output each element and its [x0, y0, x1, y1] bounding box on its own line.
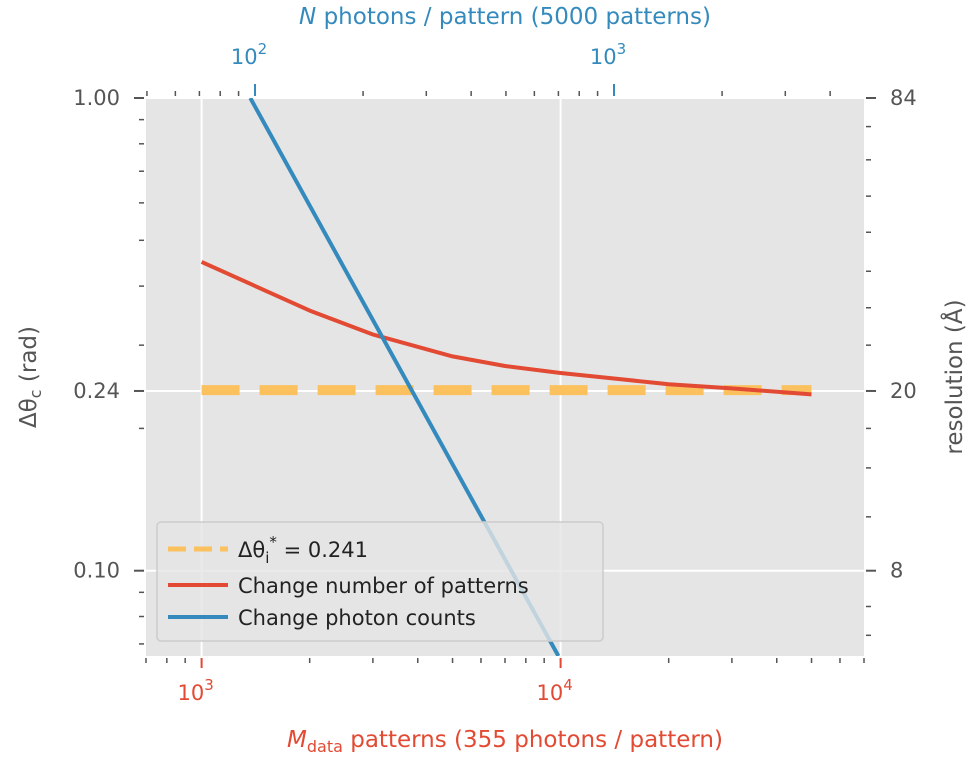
legend-label-threshold: Δθi* = 0.241 [238, 533, 368, 567]
right-tick-labels: 84 20 8 [866, 86, 917, 583]
right-axis-label: resolution (Å) [940, 299, 968, 454]
right-tick-label-0: 84 [890, 86, 917, 110]
series-change-patterns-line [200, 260, 812, 397]
top-tick-label-1: 103 [590, 40, 626, 69]
right-tick-label-1: 20 [890, 379, 917, 403]
top-tick-label-0: 102 [231, 40, 267, 69]
left-tick-label-0: 1.00 [73, 86, 120, 110]
left-tick-label-2: 0.10 [73, 559, 120, 583]
legend-label-patterns: Change number of patterns [238, 574, 529, 598]
legend-box [156, 521, 604, 642]
left-axis-label: Δθc (rad) [16, 326, 45, 428]
legend: Δθi* = 0.241 Change number of patterns C… [156, 521, 604, 642]
left-tick-label-1: 0.24 [73, 379, 120, 403]
top-tick-labels: 102 103 [231, 40, 626, 96]
right-tick-label-2: 8 [890, 559, 903, 583]
bottom-tick-label-0: 103 [177, 676, 213, 705]
top-axis-label: N photons / pattern (5000 patterns) [299, 4, 711, 30]
bottom-tick-labels: 103 104 [177, 658, 573, 705]
left-tick-labels: 1.00 0.24 0.10 [73, 86, 144, 583]
bottom-tick-label-1: 104 [536, 676, 572, 705]
bottom-axis-label: Mdata patterns (355 photons / pattern) [287, 727, 723, 753]
legend-label-photons: Change photon counts [238, 606, 476, 630]
